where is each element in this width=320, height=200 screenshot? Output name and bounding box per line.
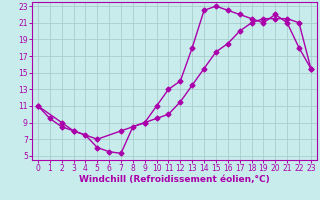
X-axis label: Windchill (Refroidissement éolien,°C): Windchill (Refroidissement éolien,°C)	[79, 175, 270, 184]
